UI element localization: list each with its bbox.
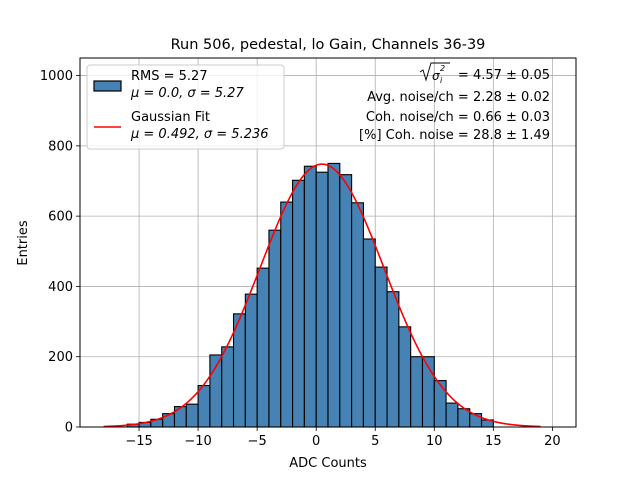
histogram-bar: [280, 201, 294, 428]
y-tick-label: 1000: [40, 69, 73, 84]
histogram-bar: [315, 171, 329, 428]
histogram-bar: [197, 384, 211, 428]
svg-text:2: 2: [440, 64, 445, 73]
legend-histogram-line1: RMS = 5.27: [131, 69, 208, 84]
y-tick-label: 400: [48, 280, 73, 295]
y-tick-label: 0: [65, 421, 73, 436]
histogram-bar: [232, 313, 246, 428]
histogram-bar: [221, 346, 235, 428]
x-tick-label: −10: [184, 434, 211, 449]
x-tick-label: 15: [485, 434, 502, 449]
histogram-bar: [339, 174, 353, 428]
pct-coh-noise-annotation: [%] Coh. noise = 28.8 ± 1.49: [359, 128, 550, 143]
plot-frame: [79, 57, 577, 428]
histogram-bar: [351, 202, 364, 428]
legend: RMS = 5.27 μ = 0.0, σ = 5.27 Gaussian Fi…: [86, 64, 285, 150]
coh-noise-annotation: Coh. noise/ch = 0.66 ± 0.03: [366, 110, 550, 125]
histogram-bar: [256, 267, 270, 428]
svg-text:σ: σ: [432, 69, 440, 83]
x-tick-label: 0: [312, 434, 320, 449]
histogram-bar: [173, 406, 187, 428]
histogram-bars: [126, 162, 494, 428]
avg-noise-annotation: Avg. noise/ch = 2.28 ± 0.02: [367, 90, 550, 105]
y-axis-ticks: 0 200 400 600 800 1000: [40, 69, 80, 436]
histogram-bar: [292, 179, 305, 428]
y-axis-label: Entries: [16, 220, 31, 266]
x-tick-label: 10: [426, 434, 443, 449]
x-tick-label: 5: [371, 434, 379, 449]
legend-histogram-swatch: [93, 80, 122, 92]
x-axis-ticks: −15 −10 −5 0 5 10 15 20: [125, 427, 561, 449]
histogram-bar: [185, 403, 199, 428]
legend-fit-line2: μ = 0.492, σ = 5.236: [130, 127, 269, 142]
y-tick-label: 800: [48, 139, 73, 154]
histogram-bar: [398, 326, 412, 428]
chart-title: Run 506, pedestal, lo Gain, Channels 36-…: [171, 37, 486, 53]
gaussian-fit-curve: [103, 163, 541, 428]
sqrt-variance-symbol: σ 2 i: [419, 62, 450, 85]
histogram-bar: [445, 402, 459, 428]
legend-box: [86, 64, 285, 150]
histogram-bar: [268, 229, 282, 428]
y-tick-label: 600: [48, 210, 73, 225]
x-tick-label: −5: [248, 434, 267, 449]
noise-annotations: σ 2 i = 4.57 ± 0.05 Avg. noise/ch = 2.28…: [359, 62, 550, 143]
histogram-bar: [244, 293, 258, 428]
histogram-bar: [362, 238, 376, 428]
svg-text:i: i: [440, 76, 443, 85]
histogram-bar: [303, 165, 317, 428]
gaussian-fit-line: [103, 163, 541, 428]
x-axis-label: ADC Counts: [289, 456, 367, 471]
legend-histogram-line2: μ = 0.0, σ = 5.27: [130, 86, 244, 101]
sqrt-variance-value: = 4.57 ± 0.05: [454, 68, 550, 83]
y-tick-label: 200: [48, 350, 73, 365]
histogram-bar: [433, 380, 447, 428]
histogram-bar: [374, 266, 388, 428]
x-tick-label: −15: [125, 434, 152, 449]
legend-fit-line1: Gaussian Fit: [131, 110, 210, 125]
histogram-bar: [327, 162, 341, 428]
histogram-bar: [410, 356, 424, 428]
histogram-bar: [386, 291, 400, 428]
x-tick-label: 20: [544, 434, 561, 449]
